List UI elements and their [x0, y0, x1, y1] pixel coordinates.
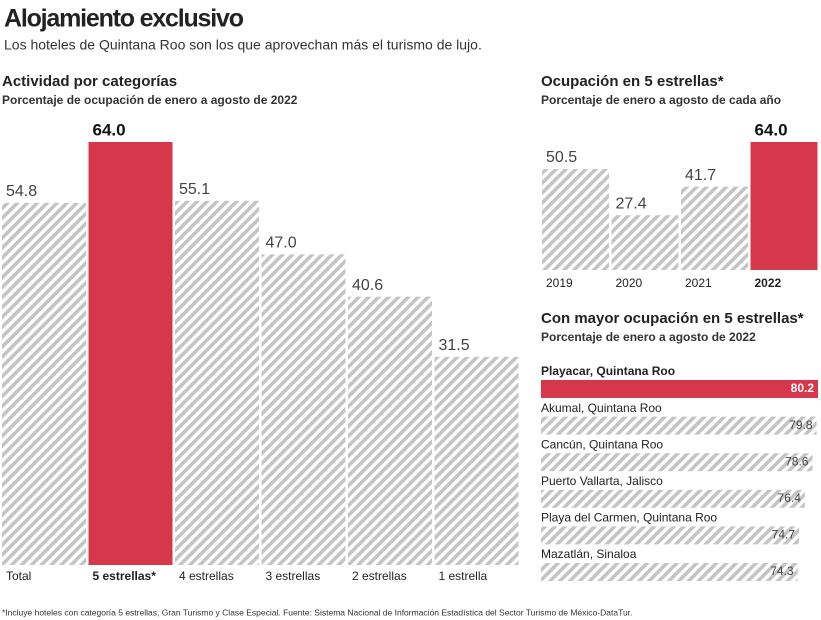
value-label: 31.5 [439, 337, 470, 354]
value-label: 50.5 [546, 149, 577, 166]
category-label: 2022 [755, 276, 782, 290]
category-label: 5 estrellas* [93, 569, 157, 583]
value-label: 64.0 [93, 120, 126, 139]
bar [541, 416, 817, 435]
value-label: 80.2 [791, 381, 815, 395]
category-label: 3 estrellas [266, 569, 321, 583]
category-label: Mazatlán, Sinaloa [541, 547, 637, 561]
category-label: Puerto Vallarta, Jalisco [541, 474, 663, 488]
bar [541, 526, 800, 545]
bar [611, 215, 679, 270]
page-title: Alojamiento exclusivo [4, 5, 244, 33]
bar [541, 563, 798, 581]
value-label: 40.6 [352, 277, 383, 294]
bar [681, 186, 748, 270]
category-label: 2020 [616, 276, 643, 290]
category-label: 1 estrella [439, 569, 488, 583]
category-label: Cancún, Quintana Roo [541, 437, 663, 451]
value-label: 74.3 [770, 564, 794, 578]
category-label: Akumal, Quintana Roo [541, 401, 662, 415]
category-label: 2021 [685, 276, 712, 290]
value-label: 47.0 [266, 235, 297, 252]
value-label: 74.7 [772, 528, 796, 542]
chart-subtitle: Porcentaje de ocupación de enero a agost… [2, 93, 298, 107]
value-label: 76.4 [778, 491, 802, 505]
bar [541, 489, 805, 508]
value-label: 78.6 [785, 454, 809, 468]
chart-subtitle: Porcentaje de enero a agosto de 2022 [541, 330, 756, 344]
page-subtitle: Los hoteles de Quintana Roo son los que … [4, 37, 482, 53]
bar [261, 254, 346, 565]
value-label: 55.1 [179, 181, 210, 198]
bar [541, 453, 813, 472]
chart-title: Con mayor ocupación en 5 estrellas* [541, 310, 804, 327]
footnote: *Incluye hoteles con categoría 5 estrell… [2, 607, 632, 617]
bar [542, 169, 609, 270]
bar [434, 356, 519, 565]
bar [348, 296, 432, 565]
category-label: 4 estrellas [179, 569, 234, 583]
category-label: 2 estrellas [352, 569, 407, 583]
bar [175, 200, 259, 566]
category-label: Playa del Carmen, Quintana Roo [541, 511, 717, 525]
chart-title: Ocupación en 5 estrellas* [541, 73, 724, 90]
category-label: 2019 [546, 276, 573, 290]
bar [88, 142, 173, 565]
category-label: Total [6, 569, 31, 583]
value-label: 27.4 [616, 195, 647, 212]
bar [750, 142, 818, 270]
chart-title: Actividad por categorías [2, 73, 177, 90]
value-label: 79.8 [789, 418, 813, 432]
value-label: 54.8 [6, 183, 37, 200]
bar [541, 380, 818, 398]
chart-subtitle: Porcentaje de enero a agosto de cada año [541, 93, 781, 107]
value-label: 64.0 [755, 120, 788, 139]
category-label: Playacar, Quintana Roo [541, 364, 675, 378]
bar [2, 202, 86, 565]
value-label: 41.7 [685, 167, 716, 184]
